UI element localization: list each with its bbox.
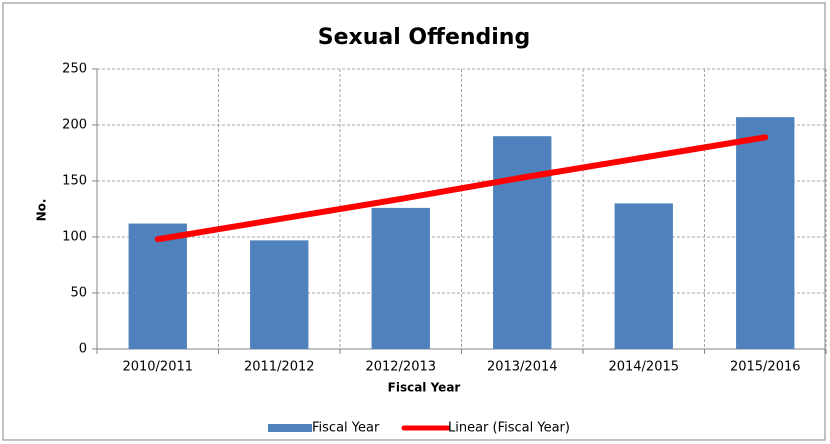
bar [128,223,187,349]
legend-swatch [268,424,312,432]
chart-title: Sexual Offending [318,25,530,50]
x-tick-label: 2012/2013 [365,360,436,375]
bar [736,117,795,349]
y-tick-label: 50 [70,286,87,301]
y-tick-label: 100 [62,230,87,245]
y-tick-label: 200 [62,118,87,133]
y-tick-label: 0 [79,342,87,357]
bar [250,240,309,349]
x-tick-label: 2011/2012 [244,360,315,375]
x-axis-title: Fiscal Year [388,381,461,395]
y-tick-label: 150 [62,174,87,189]
x-tick-label: 2010/2011 [122,360,193,375]
trend-line [154,134,769,243]
bar [493,136,552,349]
legend-label: Fiscal Year [312,421,380,436]
x-tick-label: 2013/2014 [487,360,558,375]
bar [371,207,430,349]
legend-label: Linear (Fiscal Year) [448,421,570,436]
x-tick-label: 2014/2015 [608,360,679,375]
bar [614,203,673,349]
x-tick-label: 2015/2016 [730,360,801,375]
y-tick-label: 250 [62,62,87,77]
y-axis-title: No. [35,199,49,222]
